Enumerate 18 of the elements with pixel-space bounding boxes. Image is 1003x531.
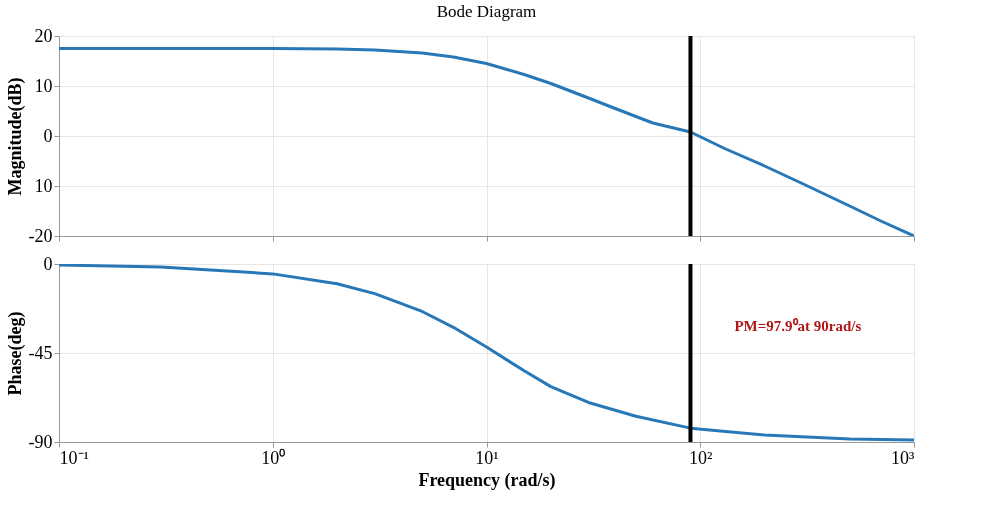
y-tick-label: 0 (43, 253, 53, 274)
y-axis-title: Phase(deg) (4, 311, 26, 396)
x-tick-label: 10¹ (475, 447, 499, 468)
y-tick-label: -45 (28, 342, 53, 363)
y-tick-label: 10 (34, 175, 53, 196)
x-tick-label: 10³ (891, 447, 916, 468)
chart-title: Bode Diagram (436, 2, 537, 21)
annotation: PM=97.9⁰at 90rad/s (734, 317, 862, 335)
x-tick-label: 10⁰ (261, 447, 286, 468)
y-axis-title: Magnitude(dB) (4, 77, 26, 196)
x-tick-label: 10² (689, 447, 713, 468)
x-tick-label: 10⁻¹ (59, 447, 89, 468)
y-tick-label: 10 (34, 75, 53, 96)
x-axis-title: Frequency (rad/s) (418, 469, 556, 491)
y-tick-label: -20 (28, 225, 53, 246)
y-tick-label: 20 (34, 25, 53, 46)
y-tick-label: -90 (28, 431, 53, 452)
y-tick-label: 0 (43, 125, 53, 146)
